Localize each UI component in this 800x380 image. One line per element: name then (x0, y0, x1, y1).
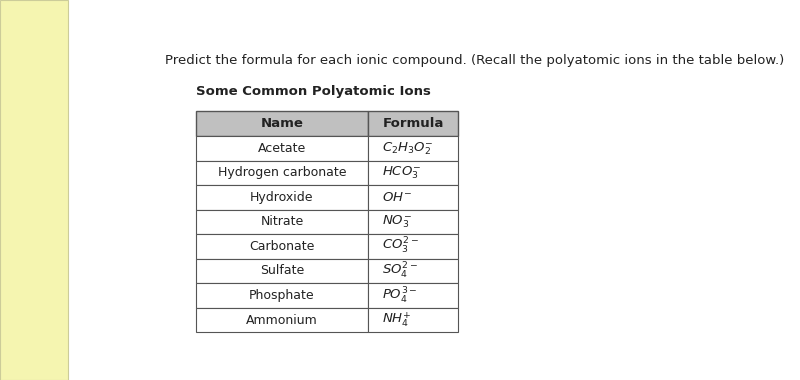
Text: Hydroxide: Hydroxide (250, 191, 314, 204)
Bar (196, 283, 368, 308)
Bar (368, 111, 458, 136)
Bar (196, 308, 368, 332)
Bar (368, 283, 458, 308)
Text: $CO_3^{2-}$: $CO_3^{2-}$ (382, 236, 418, 256)
Text: Hydrogen carbonate: Hydrogen carbonate (218, 166, 346, 179)
Text: Phosphate: Phosphate (249, 289, 315, 302)
Bar (368, 259, 458, 283)
Text: Some Common Polyatomic Ions: Some Common Polyatomic Ions (196, 85, 431, 98)
Text: $C_2H_3O_2^{-}$: $C_2H_3O_2^{-}$ (382, 140, 434, 157)
Bar (196, 185, 368, 210)
Bar (368, 308, 458, 332)
Text: Nitrate: Nitrate (260, 215, 304, 228)
Bar (368, 185, 458, 210)
Text: Formula: Formula (382, 117, 444, 130)
Text: $HCO_3^{-}$: $HCO_3^{-}$ (382, 165, 421, 181)
Text: Ammonium: Ammonium (246, 314, 318, 326)
Text: $NO_3^{-}$: $NO_3^{-}$ (382, 214, 411, 230)
Bar (368, 160, 458, 185)
Text: Carbonate: Carbonate (250, 240, 314, 253)
Text: $PO_4^{3-}$: $PO_4^{3-}$ (382, 285, 418, 306)
Bar (368, 234, 458, 259)
Bar (196, 259, 368, 283)
Bar (196, 234, 368, 259)
Bar (196, 160, 368, 185)
Bar (368, 210, 458, 234)
Text: $SO_4^{2-}$: $SO_4^{2-}$ (382, 261, 418, 281)
Text: $NH_4^{+}$: $NH_4^{+}$ (382, 311, 411, 329)
Text: Acetate: Acetate (258, 142, 306, 155)
Text: $OH^{-}$: $OH^{-}$ (382, 191, 411, 204)
Bar (196, 111, 368, 136)
Bar (196, 136, 368, 160)
Bar (368, 136, 458, 160)
Text: Predict the formula for each ionic compound. (Recall the polyatomic ions in the : Predict the formula for each ionic compo… (165, 54, 784, 67)
Bar (196, 210, 368, 234)
Text: Name: Name (261, 117, 303, 130)
Text: Sulfate: Sulfate (260, 264, 304, 277)
